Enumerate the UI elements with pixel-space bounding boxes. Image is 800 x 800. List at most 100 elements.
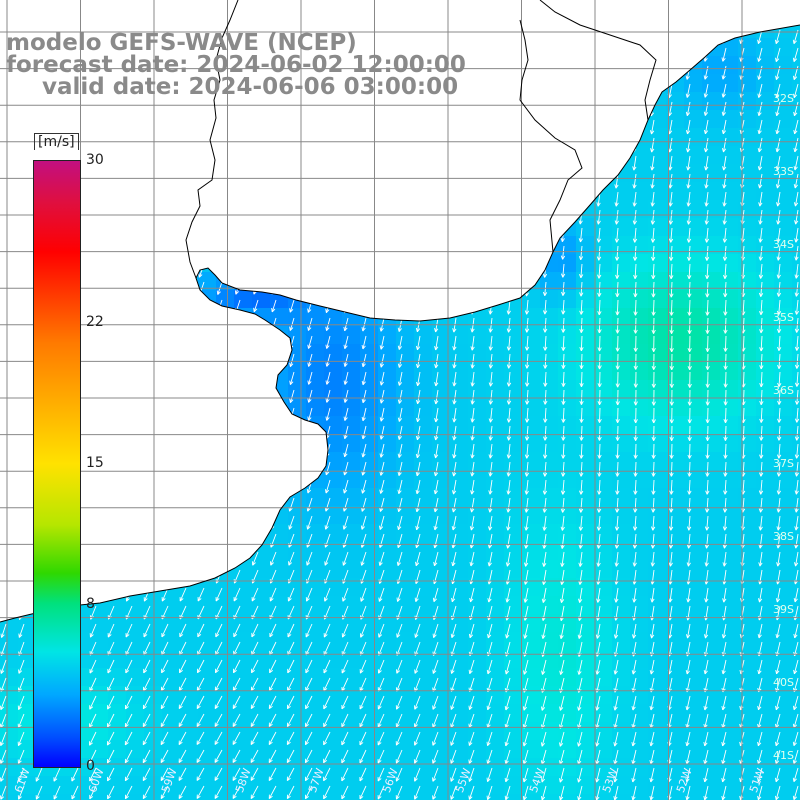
wind-speed-cell — [504, 380, 523, 399]
wind-arrow — [595, 623, 601, 639]
wind-arrow — [125, 155, 133, 170]
wind-speed-cell — [792, 560, 800, 579]
wind-speed-cell — [180, 326, 199, 345]
wind-arrow — [1, 461, 7, 477]
wind-speed-cell — [180, 668, 199, 687]
wind-arrow — [89, 659, 97, 674]
wind-speed-cell — [792, 524, 800, 543]
wind-arrow — [432, 623, 439, 638]
wind-arrow — [395, 731, 403, 746]
wind-speed-cell — [576, 110, 595, 129]
wind-speed-cell — [576, 686, 595, 705]
wind-arrow — [2, 407, 7, 423]
wind-arrow — [288, 479, 295, 494]
wind-speed-cell — [702, 38, 721, 57]
latitude-label: 32S — [773, 92, 794, 105]
wind-arrow — [723, 425, 728, 441]
wind-speed-cell — [252, 380, 271, 399]
wind-arrow — [198, 461, 205, 476]
wind-arrow — [506, 461, 511, 477]
wind-speed-cell — [738, 470, 757, 489]
wind-speed-cell — [270, 344, 289, 363]
wind-arrow — [414, 137, 421, 152]
wind-arrow — [379, 335, 385, 350]
latitude-label: 39S — [773, 603, 794, 616]
wind-arrow — [144, 281, 151, 296]
wind-arrow — [631, 695, 637, 711]
wind-arrow — [269, 101, 277, 116]
wind-arrow — [323, 659, 331, 674]
wind-arrow — [542, 533, 547, 549]
wind-speed-cell — [198, 740, 217, 759]
wind-speed-cell — [0, 254, 19, 273]
wind-arrow — [723, 443, 728, 459]
wind-arrow — [323, 101, 331, 116]
wind-arrow — [325, 371, 331, 385]
wind-arrow — [0, 731, 7, 746]
wind-arrow — [396, 623, 403, 638]
wind-speed-cell — [540, 218, 559, 237]
wind-speed-cell — [684, 38, 703, 57]
wind-arrow — [215, 191, 223, 206]
wind-speed-cell — [774, 398, 793, 417]
wind-arrow — [577, 83, 583, 99]
wind-arrow — [631, 749, 637, 765]
wind-speed-cell — [792, 452, 800, 471]
wind-arrow — [250, 749, 259, 763]
wind-speed-cell — [360, 308, 379, 327]
wind-arrow — [723, 299, 728, 316]
wind-arrow — [233, 101, 241, 116]
wind-arrow — [216, 371, 223, 386]
wind-speed-cell — [756, 398, 775, 417]
wind-arrow — [615, 317, 620, 334]
wind-arrow — [251, 551, 259, 566]
wind-arrow — [775, 659, 781, 675]
wind-speed-cell — [90, 722, 109, 741]
wind-arrow — [542, 461, 548, 477]
wind-arrow — [71, 101, 79, 116]
wind-arrow — [776, 461, 782, 477]
wind-arrow — [144, 335, 151, 351]
wind-arrow — [342, 209, 349, 224]
wind-speed-cell — [288, 434, 307, 453]
wind-speed-cell — [306, 110, 325, 129]
wind-speed-cell — [234, 776, 253, 795]
wind-arrow — [686, 587, 691, 603]
wind-speed-cell — [630, 326, 649, 345]
wind-speed-cell — [90, 254, 109, 273]
wind-speed-cell — [540, 146, 559, 165]
wind-speed-cell — [306, 290, 325, 309]
wind-arrow — [651, 425, 656, 441]
wind-arrow — [216, 479, 223, 494]
wind-speed-cell — [576, 254, 595, 273]
wind-arrow — [757, 695, 763, 711]
wind-arrow — [233, 119, 241, 134]
wind-arrow — [705, 263, 710, 280]
wind-speed-cell — [234, 758, 253, 777]
wind-speed-cell — [558, 254, 577, 273]
wind-arrow — [775, 137, 781, 153]
wind-speed-cell — [198, 344, 217, 363]
wind-speed-cell — [738, 398, 757, 417]
wind-speed-cell — [234, 470, 253, 489]
wind-speed-cell — [270, 416, 289, 435]
wind-arrow — [124, 713, 133, 728]
wind-arrow — [305, 137, 313, 152]
wind-arrow — [108, 281, 115, 297]
wind-arrow — [180, 515, 187, 530]
color-scale-tick-label: 15 — [86, 455, 104, 471]
wind-speed-cell — [198, 722, 217, 741]
wind-arrow — [559, 101, 565, 117]
wind-arrow — [324, 479, 331, 494]
wind-arrow — [561, 425, 566, 441]
wind-arrow — [595, 101, 601, 117]
wind-arrow — [234, 533, 241, 548]
wind-speed-cell — [252, 704, 271, 723]
wind-arrow — [232, 677, 241, 692]
wind-speed-cell — [450, 25, 469, 39]
wind-arrow — [542, 281, 548, 297]
wind-speed-cell — [630, 398, 649, 417]
wind-arrow — [232, 731, 241, 745]
wind-arrow — [196, 677, 205, 692]
wind-speed-cell — [180, 218, 199, 237]
